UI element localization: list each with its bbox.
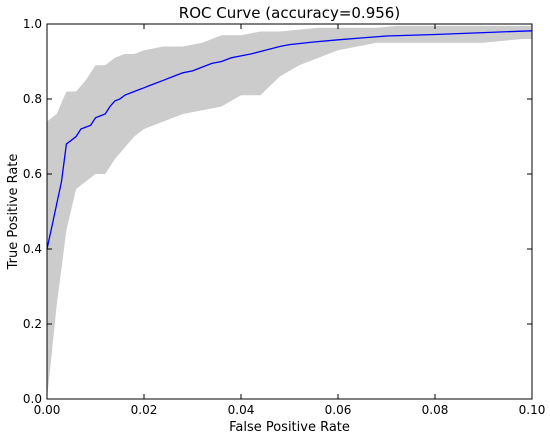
confidence-band	[47, 25, 532, 400]
y-tick-label: 0.0	[23, 392, 42, 406]
y-tick-label: 0.4	[23, 242, 42, 256]
chart-title: ROC Curve (accuracy=0.956)	[179, 4, 400, 22]
ticks-layer: 0.00 0.02 0.04 0.06 0.08 0.10 0.0 0.2 0.4 0.6 0.8 1…	[23, 17, 545, 417]
y-tick-label: 0.6	[23, 167, 42, 181]
y-tick-label: 0.2	[23, 317, 42, 331]
x-tick-label: 0.00	[34, 403, 61, 417]
y-tick-label: 0.8	[23, 92, 42, 106]
x-tick-label: 0.08	[422, 403, 449, 417]
axes-frame	[46, 23, 533, 400]
x-tick-label: 0.04	[228, 403, 255, 417]
plot-layer	[46, 25, 533, 400]
x-axis-title: False Positive Rate	[229, 420, 350, 435]
x-tick-label: 0.02	[131, 403, 158, 417]
roc-line-series-0	[46, 30, 533, 250]
x-tick-label: 0.06	[325, 403, 352, 417]
y-axis-title: True Positive Rate	[6, 154, 21, 271]
y-tick-label: 1.0	[23, 17, 42, 31]
x-tick-label: 0.10	[519, 403, 546, 417]
